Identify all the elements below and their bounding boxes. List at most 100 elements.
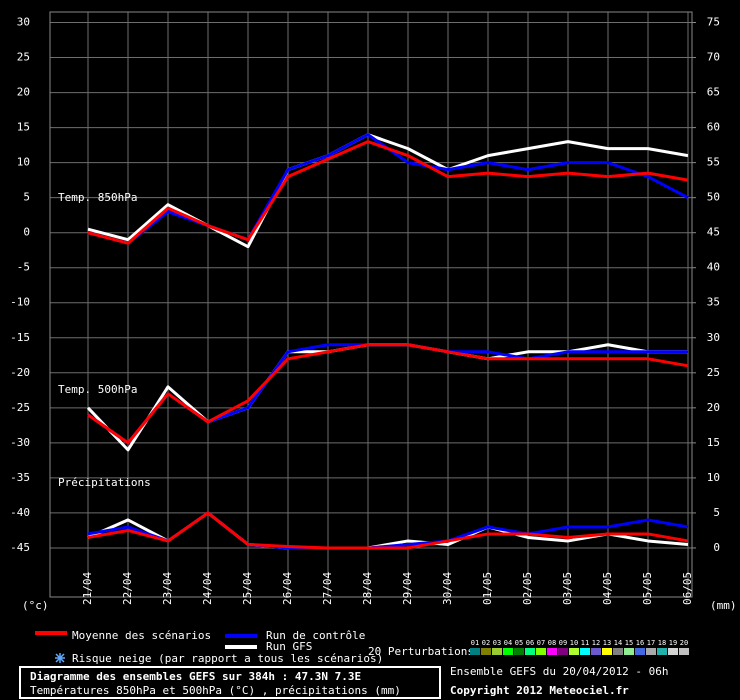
perturbation-swatch xyxy=(591,648,601,655)
y2-tick-label: 40 xyxy=(707,261,720,274)
box-title: Diagramme des ensembles GEFS sur 384h : … xyxy=(30,670,361,683)
perturbation-swatch xyxy=(481,648,491,655)
legend-label: Run de contrôle xyxy=(266,629,365,642)
perturbation-name: 20 xyxy=(680,639,688,647)
perturbation-name: 05 xyxy=(515,639,523,647)
perturbation-name: 02 xyxy=(482,639,490,647)
plot-frame xyxy=(49,11,693,598)
perturbation-name: 04 xyxy=(504,639,512,647)
y2-tick-label: 65 xyxy=(707,86,720,99)
perturbation-swatch xyxy=(470,648,480,655)
perturbation-swatch xyxy=(536,648,546,655)
legend-label: Run GFS xyxy=(266,640,312,653)
y-tick-label: 20 xyxy=(17,86,30,99)
y-tick-label: 30 xyxy=(17,16,30,29)
y-tick-label: -20 xyxy=(10,366,30,379)
perturbation-swatch xyxy=(624,648,634,655)
perturbation-name: 19 xyxy=(669,639,677,647)
y-tick-label: -25 xyxy=(10,401,30,414)
perturbation-swatch xyxy=(547,648,557,655)
y2-tick-label: 55 xyxy=(707,156,720,169)
perturbation-name: 12 xyxy=(592,639,600,647)
x-tick-label: 21/04 xyxy=(81,572,94,605)
x-tick-label: 28/04 xyxy=(361,572,374,605)
panel-label: Précipitations xyxy=(58,476,151,489)
y-tick-label: 10 xyxy=(17,156,30,169)
y2-tick-label: 35 xyxy=(707,296,720,309)
y-tick-label: -5 xyxy=(17,261,30,274)
y-tick-label: -40 xyxy=(10,506,30,519)
perturbation-name: 01 xyxy=(471,639,479,647)
perturbation-name: 11 xyxy=(581,639,589,647)
perturbation-swatch xyxy=(514,648,524,655)
y-unit: (°c) xyxy=(22,599,49,612)
y-tick-label: -10 xyxy=(10,296,30,309)
y2-tick-label: 15 xyxy=(707,436,720,449)
x-tick-label: 29/04 xyxy=(401,572,414,605)
series-line xyxy=(87,511,689,550)
x-tick-label: 30/04 xyxy=(441,572,454,605)
series-line xyxy=(87,140,689,245)
run-info: Ensemble GEFS du 20/04/2012 - 06h xyxy=(450,665,669,678)
perturbation-name: 18 xyxy=(658,639,666,647)
x-tick-label: 06/05 xyxy=(681,572,694,605)
perturbation-name: 16 xyxy=(636,639,644,647)
perturbation-name: 03 xyxy=(493,639,501,647)
perturbation-name: 06 xyxy=(526,639,534,647)
perturbation-swatch xyxy=(646,648,656,655)
perturbation-swatch xyxy=(569,648,579,655)
legend-label: Moyenne des scénarios xyxy=(72,629,211,642)
x-tick-label: 24/04 xyxy=(201,572,214,605)
perturbation-name: 10 xyxy=(570,639,578,647)
y2-tick-label: 25 xyxy=(707,366,720,379)
y2-tick-label: 20 xyxy=(707,401,720,414)
x-tick-label: 01/05 xyxy=(481,572,494,605)
y-tick-label: -45 xyxy=(10,541,30,554)
perturbation-name: 09 xyxy=(559,639,567,647)
y2-tick-label: 70 xyxy=(707,51,720,64)
y2-tick-label: 10 xyxy=(707,471,720,484)
y2-tick-label: 50 xyxy=(707,191,720,204)
copyright: Copyright 2012 Meteociel.fr xyxy=(450,684,629,697)
y2-tick-label: 0 xyxy=(713,541,720,554)
perturbation-swatch xyxy=(558,648,568,655)
y-tick-label: -15 xyxy=(10,331,30,344)
x-tick-label: 22/04 xyxy=(121,572,134,605)
y2-unit: (mm) xyxy=(710,599,737,612)
x-tick-label: 27/04 xyxy=(321,572,334,605)
perturbation-swatch xyxy=(635,648,645,655)
y2-tick-label: 45 xyxy=(707,226,720,239)
perturbation-swatch xyxy=(525,648,535,655)
y-tick-label: -30 xyxy=(10,436,30,449)
perturbation-name: 17 xyxy=(647,639,655,647)
x-tick-label: 23/04 xyxy=(161,572,174,605)
y-tick-label: 15 xyxy=(17,121,30,134)
snow-legend: Risque neige (par rapport a tous les scé… xyxy=(72,652,383,665)
perturbation-swatch xyxy=(657,648,667,655)
x-tick-label: 04/05 xyxy=(601,572,614,605)
perturbation-name: 15 xyxy=(625,639,633,647)
perturbation-name: 14 xyxy=(614,639,622,647)
x-tick-label: 02/05 xyxy=(521,572,534,605)
perturbation-name: 13 xyxy=(603,639,611,647)
x-tick-label: 25/04 xyxy=(241,572,254,605)
y2-tick-label: 30 xyxy=(707,331,720,344)
perturbation-name: 07 xyxy=(537,639,545,647)
panel-label: Temp. 850hPa xyxy=(58,191,137,204)
series-line xyxy=(87,343,689,445)
x-tick-label: 03/05 xyxy=(561,572,574,605)
series-line xyxy=(87,133,689,249)
x-tick-label: 05/05 xyxy=(641,572,654,605)
perturbation-swatch xyxy=(503,648,513,655)
panel-label: Temp. 500hPa xyxy=(58,383,137,396)
y-tick-label: 0 xyxy=(23,226,30,239)
y-tick-label: -35 xyxy=(10,471,30,484)
y2-tick-label: 75 xyxy=(707,16,720,29)
perturbation-swatch xyxy=(580,648,590,655)
perturbation-swatch xyxy=(492,648,502,655)
perturbation-swatch xyxy=(679,648,689,655)
perturbation-label: 20 Perturbations xyxy=(368,645,474,658)
plot xyxy=(49,11,696,598)
box-subtitle: Températures 850hPa et 500hPa (°C) , pré… xyxy=(30,684,401,697)
y-tick-label: 25 xyxy=(17,51,30,64)
